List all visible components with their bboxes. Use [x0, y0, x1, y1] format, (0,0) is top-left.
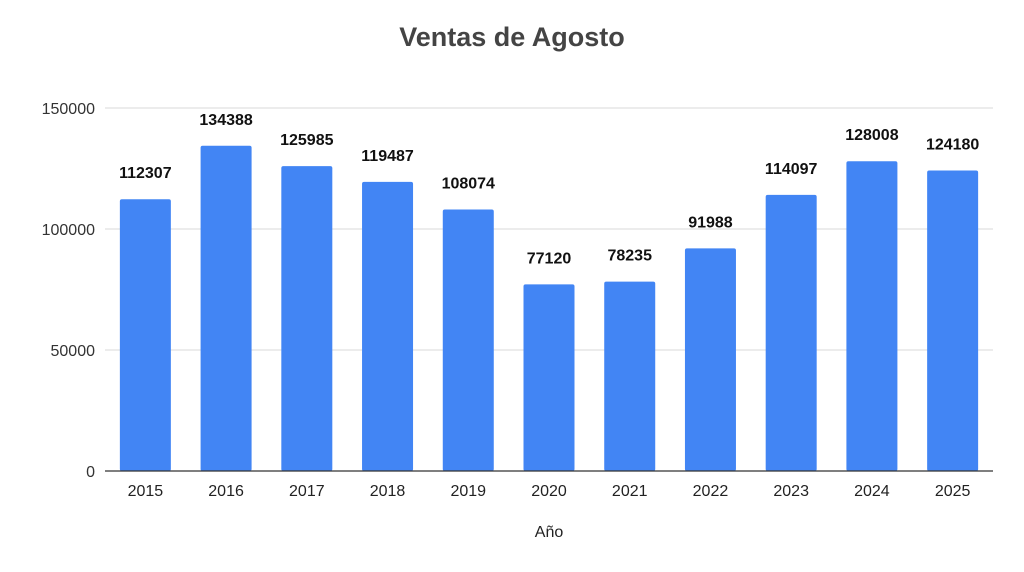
bar: [604, 281, 656, 471]
bar: [281, 166, 333, 471]
data-label: 134388: [199, 112, 252, 129]
x-tick-label: 2019: [450, 483, 486, 500]
x-tick-label: 2020: [531, 483, 567, 500]
bar: [362, 181, 414, 471]
data-label: 124180: [926, 136, 979, 153]
x-tick-label: 2021: [612, 483, 648, 500]
bar: [846, 161, 898, 471]
data-label: 108074: [442, 175, 495, 192]
bar: [684, 248, 736, 471]
x-tick-label: 2024: [854, 483, 890, 500]
x-tick-label: 2015: [128, 483, 164, 500]
x-axis-label: Año: [534, 524, 564, 541]
data-label: 77120: [527, 250, 572, 267]
data-label: 125985: [280, 132, 333, 149]
chart-title: Ventas de Agosto: [399, 22, 625, 52]
y-tick-label: 100000: [42, 222, 95, 239]
data-label: 78235: [607, 248, 652, 265]
x-tick-label: 2018: [370, 483, 406, 500]
bar: [523, 284, 575, 471]
bar: [200, 145, 252, 471]
bar: [442, 209, 494, 471]
y-tick-label: 150000: [42, 101, 95, 118]
data-label: 114097: [765, 161, 818, 178]
data-label: 128008: [845, 127, 898, 144]
data-label: 119487: [361, 148, 414, 165]
y-tick-label: 0: [86, 464, 95, 481]
data-label: 112307: [119, 165, 172, 182]
bar: [927, 170, 979, 471]
y-tick-label: 50000: [51, 343, 96, 360]
x-tick-label: 2022: [693, 483, 729, 500]
bar: [765, 194, 817, 471]
x-tick-label: 2025: [935, 483, 971, 500]
x-tick-label: 2017: [289, 483, 325, 500]
data-label: 91988: [688, 214, 733, 231]
x-tick-label: 2023: [773, 483, 809, 500]
x-tick-label: 2016: [208, 483, 244, 500]
bar: [119, 199, 171, 472]
